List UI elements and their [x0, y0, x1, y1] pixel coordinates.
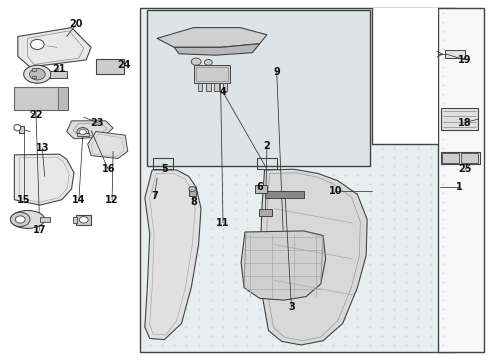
- Bar: [140, 8, 455, 352]
- Bar: [77, 133, 89, 136]
- Bar: [438, 8, 485, 352]
- Bar: [259, 210, 272, 216]
- Bar: [206, 83, 211, 91]
- Bar: [153, 158, 172, 169]
- Text: 17: 17: [33, 225, 47, 235]
- Ellipse shape: [29, 68, 45, 80]
- Bar: [40, 217, 49, 222]
- Text: 11: 11: [216, 218, 230, 228]
- Ellipse shape: [30, 40, 44, 49]
- Bar: [194, 65, 230, 83]
- Polygon shape: [145, 170, 201, 339]
- Text: 20: 20: [70, 19, 83, 29]
- Text: 7: 7: [151, 191, 158, 201]
- Ellipse shape: [191, 58, 201, 65]
- Bar: [49, 71, 67, 78]
- Ellipse shape: [204, 59, 212, 65]
- Text: 5: 5: [161, 164, 168, 174]
- Text: 9: 9: [273, 67, 280, 77]
- Bar: [32, 68, 36, 71]
- Text: 14: 14: [72, 195, 86, 205]
- Bar: [76, 215, 91, 225]
- Text: 21: 21: [52, 64, 66, 74]
- Text: 13: 13: [35, 143, 49, 153]
- Bar: [196, 67, 228, 81]
- Ellipse shape: [10, 212, 30, 226]
- Text: 16: 16: [101, 164, 115, 174]
- Polygon shape: [67, 121, 113, 139]
- Text: 18: 18: [458, 118, 472, 128]
- Ellipse shape: [189, 186, 196, 192]
- Bar: [442, 153, 459, 163]
- Bar: [32, 76, 36, 78]
- Text: 24: 24: [117, 60, 130, 70]
- Text: 15: 15: [18, 195, 31, 205]
- Bar: [19, 126, 24, 133]
- Text: 6: 6: [256, 182, 263, 192]
- Ellipse shape: [79, 217, 88, 223]
- Text: 12: 12: [105, 195, 119, 205]
- Text: 25: 25: [458, 164, 471, 174]
- Bar: [214, 83, 219, 91]
- Bar: [73, 217, 77, 223]
- Polygon shape: [18, 28, 91, 67]
- Bar: [14, 87, 58, 110]
- Bar: [445, 50, 465, 58]
- Ellipse shape: [15, 216, 25, 223]
- Ellipse shape: [14, 125, 21, 131]
- Text: 19: 19: [458, 55, 471, 65]
- Bar: [197, 83, 202, 91]
- Text: 22: 22: [29, 111, 43, 121]
- Polygon shape: [174, 44, 260, 55]
- Ellipse shape: [10, 211, 45, 228]
- Ellipse shape: [24, 65, 51, 83]
- Bar: [96, 59, 124, 74]
- Ellipse shape: [79, 130, 86, 134]
- Text: 2: 2: [264, 141, 270, 151]
- Polygon shape: [261, 169, 367, 345]
- Bar: [441, 152, 480, 163]
- Polygon shape: [88, 132, 128, 158]
- Polygon shape: [241, 231, 326, 300]
- Bar: [189, 187, 196, 196]
- Bar: [461, 153, 478, 163]
- Text: 4: 4: [220, 87, 226, 97]
- Text: 10: 10: [329, 186, 342, 196]
- Ellipse shape: [77, 128, 89, 136]
- Text: 3: 3: [288, 302, 295, 312]
- Text: 1: 1: [456, 182, 463, 192]
- Bar: [58, 87, 68, 110]
- Bar: [255, 185, 267, 193]
- Bar: [147, 10, 369, 166]
- Bar: [222, 83, 227, 91]
- Text: 8: 8: [190, 197, 197, 207]
- Polygon shape: [157, 28, 267, 47]
- Bar: [14, 87, 58, 110]
- Bar: [265, 191, 304, 198]
- Bar: [257, 158, 277, 169]
- Bar: [441, 108, 478, 130]
- Text: 23: 23: [91, 118, 104, 128]
- Bar: [372, 8, 438, 144]
- Polygon shape: [14, 154, 74, 205]
